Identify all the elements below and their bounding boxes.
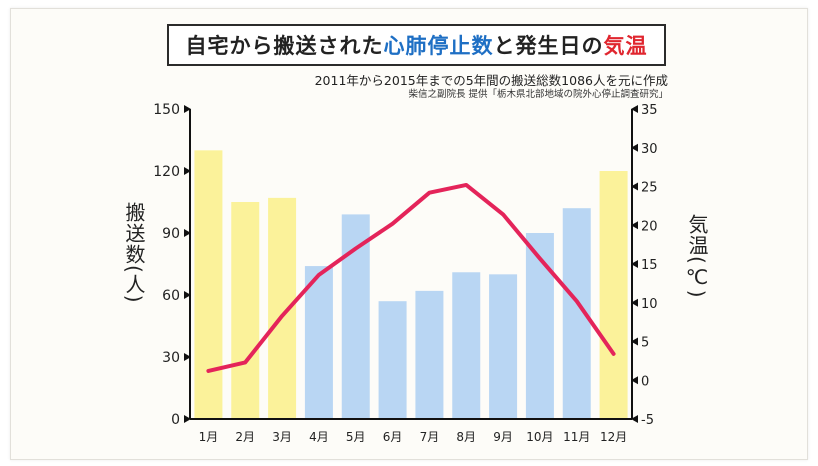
x-tick-label: 5月	[346, 430, 366, 444]
temperature-line	[206, 182, 616, 373]
y-tick-marker-right	[631, 143, 638, 152]
bar-6	[378, 301, 407, 419]
y-tick-marker-left	[184, 291, 191, 299]
y-tick-label-left: 30	[162, 350, 180, 366]
x-tick-label: 7月	[420, 430, 440, 444]
y-tick-label-left: 150	[153, 102, 180, 118]
y-tick-marker-right	[631, 182, 638, 191]
bar-2	[231, 202, 260, 419]
y-tick-marker-left	[184, 415, 191, 423]
bar-7	[415, 290, 444, 419]
title-part-2: 心肺停止数	[383, 34, 494, 58]
bar-5	[341, 214, 370, 419]
x-tick-label: 6月	[383, 430, 403, 444]
x-tick-label: 10月	[526, 430, 553, 444]
y-tick-label-right: 35	[641, 103, 658, 118]
bar-4	[304, 266, 333, 419]
bar-3	[268, 197, 297, 419]
y-tick-marker-left	[184, 353, 191, 361]
y-tick-label-right: 25	[641, 181, 658, 196]
x-tick-label: 8月	[456, 430, 476, 444]
x-tick-label: 9月	[493, 430, 513, 444]
y-tick-label-right: -5	[641, 413, 654, 428]
chart-title: 自宅から搬送された 心肺停止数 と発生日の 気温	[167, 24, 666, 66]
bar-9	[489, 274, 518, 419]
y-axis-label-left: 搬送数(人)	[122, 202, 146, 304]
x-tick-label: 11月	[563, 430, 590, 444]
y-tick-label-right: 5	[641, 336, 649, 351]
y-tick-marker-right	[631, 105, 638, 113]
y-tick-label-right: 10	[641, 297, 658, 312]
y-axis-label-right: 気温(℃)	[685, 214, 709, 299]
x-tick-label: 12月	[600, 430, 627, 444]
y-tick-marker-right	[631, 260, 638, 268]
y-tick-label-left: 90	[162, 226, 180, 242]
y-tick-marker-right	[631, 221, 638, 230]
chart-frame	[10, 8, 808, 460]
y-tick-label-left: 0	[171, 412, 180, 428]
y-tick-label-left: 60	[162, 288, 180, 304]
bar-8	[452, 272, 481, 419]
y-tick-marker-left	[184, 105, 191, 113]
y-tick-label-right: 20	[641, 219, 658, 234]
chart-credit: 柴信之副院長 提供「栃木県北部地域の院外心停止調査研究」	[408, 89, 668, 100]
x-tick-label: 3月	[272, 430, 292, 444]
y-tick-marker-right	[631, 298, 638, 307]
bar-1	[194, 150, 223, 420]
x-tick-label: 1月	[199, 430, 219, 444]
title-part-1: 自宅から搬送された	[185, 34, 384, 58]
x-tick-label: 2月	[235, 430, 255, 444]
y-tick-marker-left	[184, 229, 191, 237]
y-tick-marker-left	[184, 167, 191, 175]
bar-12	[599, 171, 628, 419]
x-tick-label: 4月	[309, 430, 329, 444]
y-tick-marker-right	[631, 337, 638, 346]
title-part-3: と発生日の	[493, 34, 604, 58]
y-tick-marker-right	[631, 415, 638, 423]
chart-subtitle: 2011年から2015年までの5年間の搬送総数1086人を元に作成	[314, 73, 668, 88]
y-tick-marker-right	[631, 376, 638, 385]
y-tick-label-left: 120	[153, 164, 180, 180]
bar-10	[525, 233, 554, 419]
y-tick-label-right: 15	[641, 258, 658, 273]
y-tick-label-right: 30	[641, 142, 658, 157]
y-tick-label-right: 0	[641, 374, 649, 389]
title-part-4: 気温	[603, 34, 648, 58]
